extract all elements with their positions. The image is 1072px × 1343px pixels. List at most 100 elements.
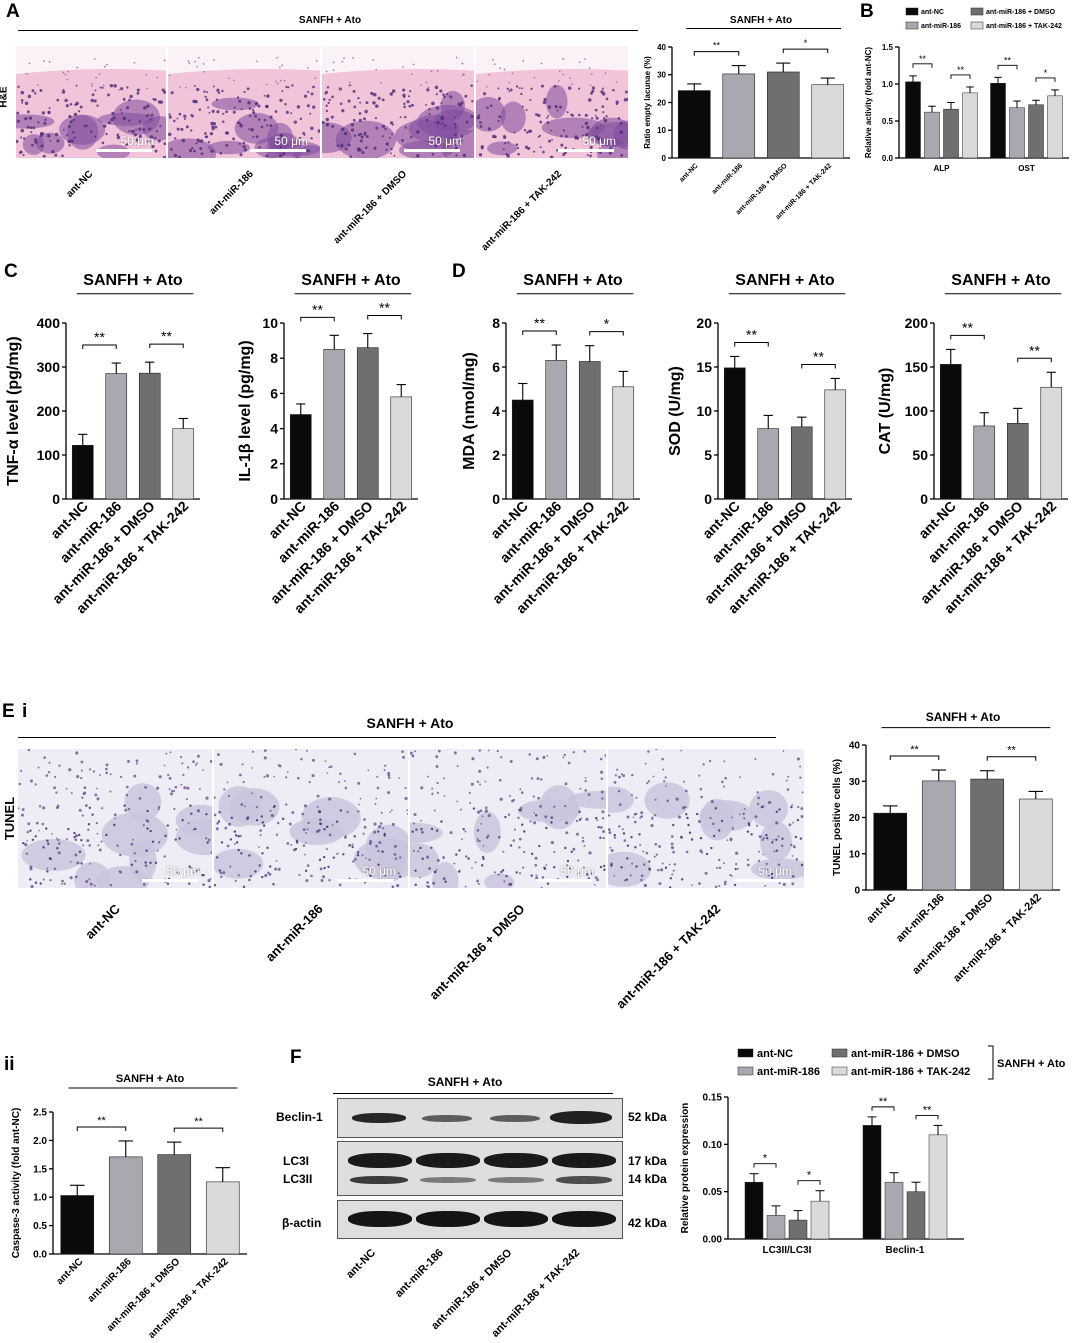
chart-title: SANFH + Ato	[735, 272, 835, 289]
bar	[810, 1200, 830, 1240]
chart-prot: 0.00 0.05 0.10 0.15 Relative protein express…	[680, 1093, 964, 1256]
y-axis-label: MDA (nmol/mg)	[461, 352, 478, 470]
y-tick-label: 40	[657, 43, 666, 52]
chart-title: SANFH + Ato	[926, 710, 1001, 724]
legend-label: ant-miR-186 + DMSO	[986, 9, 1056, 16]
legend-label: ant-miR-186 + TAK-242	[851, 1066, 970, 1078]
y-tick-label: 6	[492, 359, 500, 375]
significance-label: **	[1004, 55, 1012, 65]
legend-label: ant-miR-186 + DMSO	[851, 1048, 960, 1060]
y-tick-label: 2.0	[33, 1136, 47, 1147]
bar	[824, 389, 847, 500]
significance-label: **	[962, 319, 973, 335]
significance-label: **	[957, 65, 965, 75]
bar	[884, 1181, 904, 1240]
bar	[906, 1191, 926, 1240]
y-tick-label: 15	[696, 359, 712, 375]
legend-swatch	[970, 7, 984, 16]
y-tick-label: 10	[696, 403, 712, 419]
bar	[973, 425, 996, 500]
x-category-label: ant-miR-186	[86, 1256, 135, 1305]
significance-label: **	[161, 328, 172, 344]
significance-label: *	[807, 1170, 812, 1182]
y-tick-label: 100	[37, 447, 61, 463]
bar	[970, 778, 1005, 891]
y-axis-label: IL-1β level (pg/mg)	[237, 340, 254, 481]
x-category-label: ant-NC	[678, 162, 699, 183]
x-category-label: ant-miR-186 + DMSO	[735, 162, 789, 216]
bar	[744, 1181, 764, 1240]
bar	[928, 1134, 948, 1240]
significance-label: **	[97, 1115, 106, 1127]
bar	[943, 108, 959, 159]
y-tick-label: 200	[905, 315, 929, 331]
chart-title: SANFH + Ato	[730, 15, 792, 26]
significance-bracket	[915, 1114, 939, 1120]
legend-swatch	[737, 1066, 754, 1076]
legend-label: ant-miR-186 + TAK-242	[986, 23, 1062, 30]
y-tick-label: 0.5	[882, 117, 894, 126]
y-tick-label: 2	[270, 456, 278, 472]
bar	[990, 83, 1006, 159]
significance-bracket	[300, 316, 335, 322]
significance-label: **	[713, 41, 721, 51]
significance-label: *	[804, 38, 808, 48]
x-category-label: ant-miR-186	[711, 162, 744, 195]
bar	[811, 84, 845, 159]
bar	[921, 780, 956, 891]
significance-bracket	[1017, 357, 1052, 363]
y-tick-label: 0.05	[703, 1187, 723, 1198]
x-category-label: ant-miR-186 + TAK-242	[146, 1256, 231, 1341]
bar	[390, 396, 413, 500]
y-tick-label: 1.0	[882, 80, 894, 89]
y-tick-label: 200	[37, 403, 61, 419]
significance-label: **	[379, 300, 390, 316]
y-axis-label: Relative activity (fold ant-NC)	[864, 47, 873, 158]
significance-bracket	[797, 1180, 821, 1185]
y-tick-label: 0	[854, 886, 860, 897]
bar	[873, 812, 908, 891]
y-tick-label: 150	[905, 359, 929, 375]
y-tick-label: 50	[912, 447, 928, 463]
significance-bracket	[753, 1163, 777, 1168]
bar	[924, 111, 940, 159]
y-axis-label: TNF-α level (pg/mg)	[5, 336, 22, 485]
significance-label: **	[923, 1104, 932, 1116]
y-tick-label: 0.5	[33, 1221, 47, 1232]
significance-bracket	[82, 344, 117, 350]
significance-bracket	[149, 343, 184, 349]
y-tick-label: 0	[270, 491, 278, 507]
y-tick-label: 0	[920, 491, 928, 507]
significance-label: **	[813, 348, 824, 364]
significance-bracket	[871, 1106, 895, 1111]
significance-bracket	[693, 51, 740, 56]
y-axis-label: Relative protein expression	[680, 1103, 691, 1234]
bar	[1028, 104, 1044, 159]
chart-empty: SANFH + Ato 0 10 20 30 40 Ratio empty lacunae …	[643, 15, 850, 221]
bar	[962, 92, 978, 159]
significance-bracket	[589, 331, 624, 336]
legend-label: ant-NC	[921, 9, 944, 16]
significance-bracket	[1035, 77, 1056, 82]
bar	[172, 428, 195, 500]
y-axis-label: CAT (U/mg)	[877, 368, 894, 455]
significance-label: **	[910, 744, 919, 756]
significance-label: **	[746, 326, 757, 342]
y-axis-label: TUNEL positive cells (%)	[832, 759, 843, 876]
y-tick-label: 10	[262, 315, 278, 331]
bar	[612, 386, 635, 500]
significance-label: **	[94, 329, 105, 345]
chart-alp: 0.0 0.5 1.0 1.5 Relative activity (fold ant-…	[864, 43, 1069, 173]
significance-label: **	[879, 1096, 888, 1108]
significance-bracket	[782, 48, 829, 54]
bar	[157, 1154, 192, 1255]
significance-label: **	[919, 54, 927, 64]
y-tick-label: 6	[270, 385, 278, 401]
significance-bracket	[76, 1126, 127, 1131]
y-tick-label: 20	[696, 315, 712, 331]
y-tick-label: 0.00	[703, 1235, 723, 1246]
y-tick-label: 20	[849, 813, 861, 824]
bar	[1018, 798, 1053, 891]
